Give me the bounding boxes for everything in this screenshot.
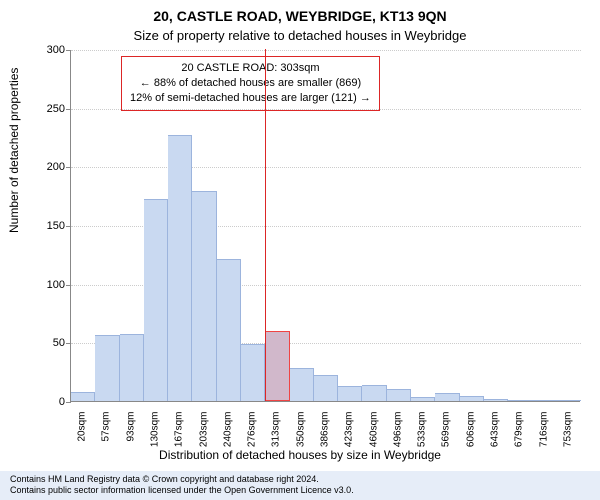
histogram-bar [460, 396, 484, 401]
footer: Contains HM Land Registry data © Crown c… [0, 471, 600, 500]
annotation-line1: 20 CASTLE ROAD: 303sqm [130, 61, 371, 76]
annotation-line2: ← 88% of detached houses are smaller (86… [130, 76, 371, 91]
annotation-box: 20 CASTLE ROAD: 303sqm ← 88% of detached… [121, 56, 380, 111]
ytick-mark [66, 226, 71, 227]
histogram-bar [362, 385, 386, 401]
ytick-label: 100 [35, 279, 65, 291]
histogram-bar [95, 335, 119, 401]
ytick-mark [66, 285, 71, 286]
ytick-label: 50 [35, 337, 65, 349]
histogram-bar [217, 259, 241, 401]
ytick-label: 200 [35, 161, 65, 173]
histogram-bar [120, 334, 144, 401]
ytick-mark [66, 343, 71, 344]
reference-line [265, 49, 266, 401]
ytick-mark [66, 167, 71, 168]
chart-area: 20 CASTLE ROAD: 303sqm ← 88% of detached… [70, 50, 580, 402]
histogram-bar [71, 392, 95, 401]
histogram-bar [435, 393, 459, 401]
footer-line2: Contains public sector information licen… [10, 485, 590, 497]
y-axis-label: Number of detached properties [7, 68, 21, 233]
histogram-bar [532, 400, 556, 401]
chart-subtitle: Size of property relative to detached ho… [0, 24, 600, 43]
highlight-bar [265, 331, 289, 401]
ytick-mark [66, 109, 71, 110]
histogram-bar [290, 368, 314, 401]
page-title: 20, CASTLE ROAD, WEYBRIDGE, KT13 9QN [0, 0, 600, 24]
ytick-label: 250 [35, 103, 65, 115]
histogram-bar [338, 386, 362, 401]
histogram-bar [192, 191, 216, 401]
histogram-bar [508, 400, 532, 401]
ytick-label: 300 [35, 44, 65, 56]
footer-line1: Contains HM Land Registry data © Crown c… [10, 474, 590, 486]
ytick-mark [66, 402, 71, 403]
x-axis-label: Distribution of detached houses by size … [0, 448, 600, 462]
histogram-bar [484, 399, 508, 401]
gridline [71, 109, 581, 110]
histogram-bar [411, 397, 435, 401]
gridline [71, 50, 581, 51]
ytick-label: 0 [35, 396, 65, 408]
histogram-bar [168, 135, 192, 401]
gridline [71, 167, 581, 168]
histogram-bar [387, 389, 411, 401]
ytick-label: 150 [35, 220, 65, 232]
annotation-line3: 12% of semi-detached houses are larger (… [130, 91, 371, 106]
histogram-bar [241, 344, 265, 401]
histogram-bar [144, 199, 168, 401]
histogram-bar [314, 375, 338, 401]
histogram-bar [557, 400, 581, 401]
ytick-mark [66, 50, 71, 51]
